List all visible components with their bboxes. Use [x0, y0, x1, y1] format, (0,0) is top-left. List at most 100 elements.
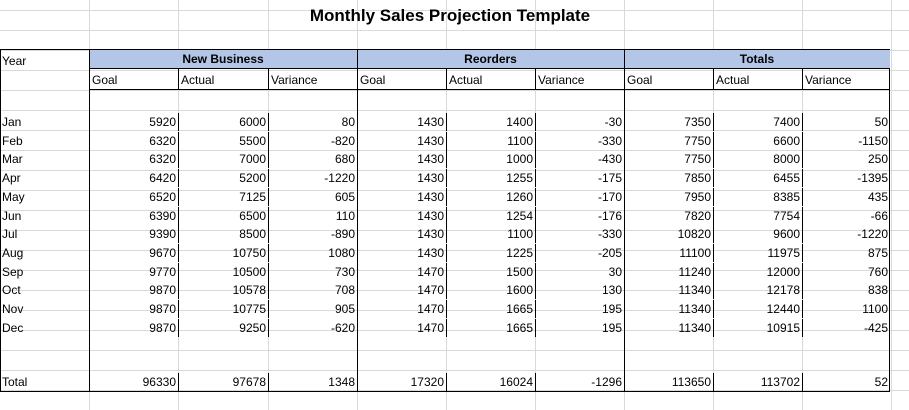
- value-cell[interactable]: 6000: [239, 115, 266, 129]
- subheader-variance[interactable]: Variance: [805, 73, 852, 87]
- value-cell[interactable]: 6520: [149, 190, 176, 204]
- sheet-title[interactable]: Monthly Sales Projection Template: [309, 6, 591, 25]
- value-cell[interactable]: 6420: [149, 171, 176, 185]
- value-cell[interactable]: 8385: [773, 190, 800, 204]
- value-cell[interactable]: 8000: [773, 152, 800, 166]
- value-cell[interactable]: 1400: [506, 115, 533, 129]
- value-cell[interactable]: 1430: [417, 152, 444, 166]
- value-cell[interactable]: 10915: [766, 321, 800, 335]
- value-cell[interactable]: 1430: [417, 115, 444, 129]
- value-cell[interactable]: -205: [597, 246, 622, 260]
- value-cell[interactable]: -330: [597, 227, 622, 241]
- value-cell[interactable]: 1430: [417, 227, 444, 241]
- month-cell-aug[interactable]: Aug: [2, 246, 24, 260]
- total-value-cell[interactable]: 113650: [671, 375, 711, 389]
- total-value-cell[interactable]: 96330: [142, 375, 176, 389]
- total-label[interactable]: Total: [2, 375, 28, 389]
- month-cell-jan[interactable]: Jan: [2, 115, 22, 129]
- value-cell[interactable]: -175: [597, 171, 622, 185]
- value-cell[interactable]: 10500: [232, 265, 266, 279]
- month-cell-nov[interactable]: Nov: [2, 302, 24, 316]
- value-cell[interactable]: 5500: [239, 134, 266, 148]
- value-cell[interactable]: 605: [334, 190, 355, 204]
- value-cell[interactable]: 1100: [507, 134, 533, 148]
- value-cell[interactable]: 10775: [232, 302, 266, 316]
- value-cell[interactable]: -30: [604, 115, 622, 129]
- value-cell[interactable]: 9390: [149, 227, 176, 241]
- value-cell[interactable]: 250: [867, 152, 888, 166]
- value-cell[interactable]: 7754: [773, 209, 800, 223]
- subheader-actual[interactable]: Actual: [181, 73, 215, 87]
- value-cell[interactable]: 838: [867, 283, 888, 297]
- value-cell[interactable]: 11975: [767, 246, 800, 260]
- value-cell[interactable]: 6600: [773, 134, 800, 148]
- value-cell[interactable]: 1470: [417, 321, 444, 335]
- value-cell[interactable]: 11340: [678, 321, 711, 335]
- value-cell[interactable]: 1665: [506, 321, 533, 335]
- value-cell[interactable]: 1665: [506, 302, 533, 316]
- total-value-cell[interactable]: 113702: [760, 375, 800, 389]
- value-cell[interactable]: 9870: [149, 283, 176, 297]
- month-cell-mar[interactable]: Mar: [2, 152, 23, 166]
- value-cell[interactable]: 5920: [149, 115, 176, 129]
- value-cell[interactable]: 11100: [679, 246, 711, 260]
- value-cell[interactable]: -176: [597, 209, 622, 223]
- total-value-cell[interactable]: 52: [874, 375, 888, 389]
- value-cell[interactable]: 9670: [149, 246, 176, 260]
- total-value-cell[interactable]: -1296: [591, 375, 622, 389]
- value-cell[interactable]: -430: [597, 152, 622, 166]
- value-cell[interactable]: 708: [334, 283, 355, 297]
- value-cell[interactable]: -1395: [857, 171, 888, 185]
- value-cell[interactable]: 6455: [773, 171, 800, 185]
- value-cell[interactable]: 1000: [506, 152, 533, 166]
- value-cell[interactable]: 9870: [149, 302, 176, 316]
- value-cell[interactable]: 195: [601, 302, 622, 316]
- total-value-cell[interactable]: 17320: [410, 375, 444, 389]
- value-cell[interactable]: 435: [867, 190, 888, 204]
- value-cell[interactable]: 10820: [677, 227, 711, 241]
- subheader-actual[interactable]: Actual: [449, 73, 483, 87]
- value-cell[interactable]: 6390: [149, 209, 176, 223]
- value-cell[interactable]: -1220: [324, 171, 355, 185]
- month-cell-may[interactable]: May: [2, 190, 25, 204]
- value-cell[interactable]: 5200: [239, 171, 266, 185]
- value-cell[interactable]: 1260: [506, 190, 533, 204]
- value-cell[interactable]: 6320: [149, 152, 176, 166]
- value-cell[interactable]: 9600: [773, 227, 800, 241]
- value-cell[interactable]: 1470: [417, 302, 444, 316]
- value-cell[interactable]: 8500: [239, 227, 266, 241]
- value-cell[interactable]: 1430: [417, 190, 444, 204]
- value-cell[interactable]: 110: [335, 209, 355, 223]
- value-cell[interactable]: 7400: [773, 115, 800, 129]
- value-cell[interactable]: 7000: [239, 152, 266, 166]
- value-cell[interactable]: 1430: [417, 246, 444, 260]
- value-cell[interactable]: 7125: [239, 190, 266, 204]
- month-cell-dec[interactable]: Dec: [2, 321, 24, 335]
- group-header-totals[interactable]: Totals: [624, 50, 890, 69]
- value-cell[interactable]: 1080: [328, 246, 355, 260]
- value-cell[interactable]: 11340: [678, 302, 711, 316]
- value-cell[interactable]: -890: [330, 227, 355, 241]
- value-cell[interactable]: 9870: [149, 321, 176, 335]
- value-cell[interactable]: 11340: [678, 283, 711, 297]
- month-cell-jul[interactable]: Jul: [2, 227, 18, 241]
- value-cell[interactable]: 7350: [684, 115, 711, 129]
- value-cell[interactable]: -620: [330, 321, 355, 335]
- group-header-new-business[interactable]: New Business: [89, 50, 357, 69]
- value-cell[interactable]: -425: [863, 321, 888, 335]
- value-cell[interactable]: 12000: [766, 265, 800, 279]
- subheader-goal[interactable]: Goal: [92, 73, 118, 87]
- total-value-cell[interactable]: 16024: [499, 375, 533, 389]
- value-cell[interactable]: 1255: [506, 171, 533, 185]
- value-cell[interactable]: 10578: [232, 283, 266, 297]
- value-cell[interactable]: 130: [601, 283, 622, 297]
- month-cell-oct[interactable]: Oct: [2, 283, 21, 297]
- value-cell[interactable]: -66: [870, 209, 888, 223]
- value-cell[interactable]: 30: [608, 265, 622, 279]
- value-cell[interactable]: -1220: [857, 227, 888, 241]
- value-cell[interactable]: 195: [601, 321, 622, 335]
- value-cell[interactable]: 875: [867, 246, 888, 260]
- value-cell[interactable]: -1150: [858, 134, 888, 148]
- value-cell[interactable]: 80: [341, 115, 355, 129]
- value-cell[interactable]: 1600: [506, 283, 533, 297]
